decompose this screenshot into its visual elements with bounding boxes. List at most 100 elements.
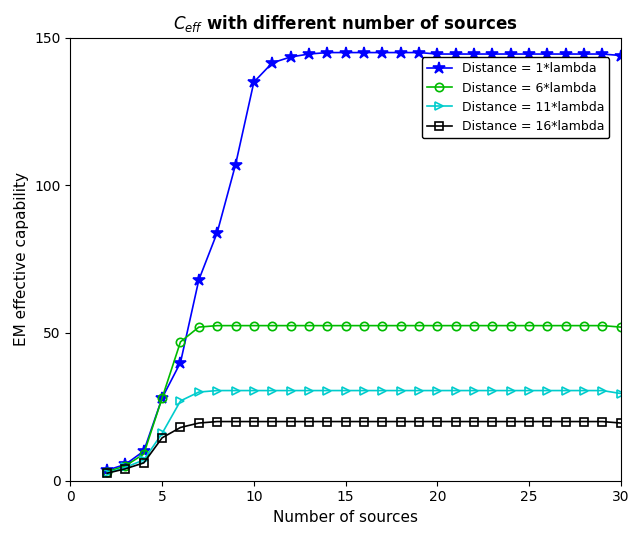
Distance = 16*lambda [287, 418, 294, 425]
Legend: Distance = 1*lambda, Distance = 6*lambda, Distance = 11*lambda, Distance = 16*la: Distance = 1*lambda, Distance = 6*lambda… [422, 57, 609, 138]
Distance = 6*lambda [378, 322, 386, 329]
Distance = 16*lambda [158, 435, 166, 441]
Distance = 11*lambda [617, 390, 625, 397]
Distance = 16*lambda [360, 418, 368, 425]
Distance = 6*lambda [103, 469, 111, 475]
Distance = 1*lambda [617, 52, 625, 59]
Distance = 6*lambda [323, 322, 331, 329]
Distance = 11*lambda [122, 464, 129, 470]
Distance = 11*lambda [158, 430, 166, 437]
Distance = 1*lambda [213, 230, 221, 236]
Distance = 16*lambda [378, 418, 386, 425]
Distance = 11*lambda [470, 387, 478, 394]
Distance = 6*lambda [580, 322, 588, 329]
Distance = 6*lambda [525, 322, 533, 329]
Distance = 1*lambda [488, 51, 496, 57]
Distance = 1*lambda [268, 59, 276, 66]
Distance = 16*lambda [470, 418, 478, 425]
Distance = 11*lambda [232, 387, 239, 394]
Distance = 16*lambda [488, 418, 496, 425]
Distance = 16*lambda [268, 418, 276, 425]
Distance = 16*lambda [177, 424, 184, 431]
Distance = 6*lambda [543, 322, 551, 329]
Distance = 6*lambda [213, 322, 221, 329]
Distance = 6*lambda [287, 322, 294, 329]
Distance = 11*lambda [195, 389, 203, 395]
Distance = 16*lambda [562, 418, 570, 425]
Distance = 11*lambda [213, 387, 221, 394]
Distance = 1*lambda [195, 276, 203, 283]
Distance = 11*lambda [507, 387, 515, 394]
Distance = 11*lambda [543, 387, 551, 394]
Distance = 6*lambda [268, 322, 276, 329]
Distance = 1*lambda [415, 49, 423, 56]
Distance = 11*lambda [342, 387, 349, 394]
Distance = 11*lambda [360, 387, 368, 394]
Title: $C_{eff}$ with different number of sources: $C_{eff}$ with different number of sourc… [173, 14, 518, 35]
Distance = 16*lambda [580, 418, 588, 425]
Distance = 6*lambda [140, 451, 148, 457]
Line: Distance = 6*lambda: Distance = 6*lambda [103, 321, 625, 476]
Distance = 6*lambda [250, 322, 258, 329]
Distance = 1*lambda [598, 51, 606, 57]
Distance = 6*lambda [177, 339, 184, 345]
Distance = 6*lambda [470, 322, 478, 329]
Distance = 1*lambda [323, 49, 331, 56]
Distance = 1*lambda [250, 79, 258, 85]
Distance = 1*lambda [305, 51, 313, 57]
Distance = 11*lambda [415, 387, 423, 394]
X-axis label: Number of sources: Number of sources [273, 510, 418, 525]
Distance = 1*lambda [580, 51, 588, 57]
Distance = 6*lambda [158, 395, 166, 401]
Distance = 11*lambda [452, 387, 460, 394]
Distance = 6*lambda [507, 322, 515, 329]
Distance = 1*lambda [433, 51, 441, 57]
Distance = 1*lambda [525, 51, 533, 57]
Distance = 6*lambda [360, 322, 368, 329]
Distance = 16*lambda [452, 418, 460, 425]
Distance = 11*lambda [268, 387, 276, 394]
Distance = 16*lambda [140, 460, 148, 466]
Distance = 11*lambda [397, 387, 404, 394]
Distance = 16*lambda [195, 420, 203, 426]
Distance = 16*lambda [342, 418, 349, 425]
Distance = 11*lambda [525, 387, 533, 394]
Distance = 11*lambda [287, 387, 294, 394]
Line: Distance = 16*lambda: Distance = 16*lambda [103, 417, 625, 477]
Line: Distance = 11*lambda: Distance = 11*lambda [103, 387, 625, 477]
Line: Distance = 1*lambda: Distance = 1*lambda [101, 46, 627, 476]
Distance = 16*lambda [232, 418, 239, 425]
Distance = 11*lambda [562, 387, 570, 394]
Distance = 1*lambda [507, 51, 515, 57]
Distance = 16*lambda [122, 465, 129, 472]
Distance = 1*lambda [562, 51, 570, 57]
Distance = 16*lambda [305, 418, 313, 425]
Distance = 1*lambda [177, 359, 184, 366]
Distance = 6*lambda [452, 322, 460, 329]
Distance = 11*lambda [433, 387, 441, 394]
Distance = 1*lambda [360, 49, 368, 56]
Distance = 1*lambda [232, 161, 239, 168]
Distance = 11*lambda [378, 387, 386, 394]
Distance = 11*lambda [305, 387, 313, 394]
Distance = 6*lambda [342, 322, 349, 329]
Distance = 6*lambda [617, 324, 625, 330]
Distance = 16*lambda [250, 418, 258, 425]
Distance = 16*lambda [617, 420, 625, 426]
Distance = 16*lambda [323, 418, 331, 425]
Distance = 1*lambda [378, 49, 386, 56]
Distance = 6*lambda [598, 322, 606, 329]
Distance = 1*lambda [397, 49, 404, 56]
Distance = 16*lambda [213, 418, 221, 425]
Distance = 11*lambda [580, 387, 588, 394]
Distance = 1*lambda [287, 54, 294, 60]
Distance = 16*lambda [397, 418, 404, 425]
Distance = 16*lambda [103, 470, 111, 476]
Distance = 1*lambda [470, 51, 478, 57]
Distance = 6*lambda [397, 322, 404, 329]
Distance = 1*lambda [122, 461, 129, 468]
Distance = 1*lambda [103, 467, 111, 474]
Distance = 1*lambda [543, 51, 551, 57]
Distance = 6*lambda [305, 322, 313, 329]
Distance = 11*lambda [250, 387, 258, 394]
